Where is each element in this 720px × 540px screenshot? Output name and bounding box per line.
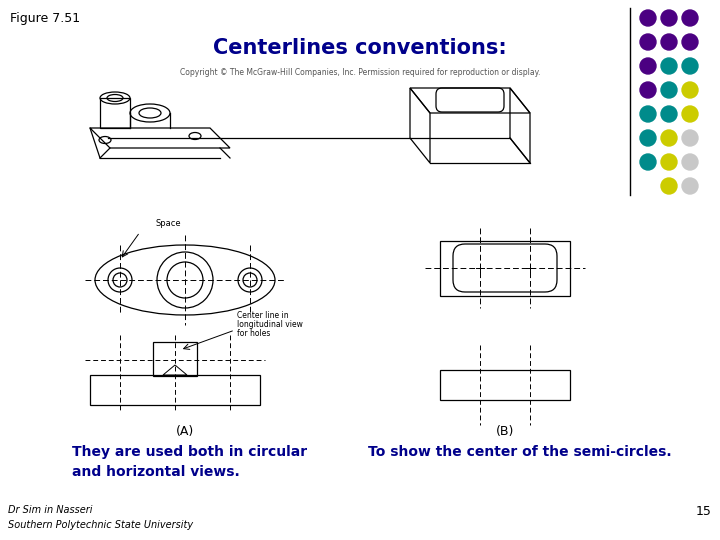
Bar [153,342,197,376]
Circle shape [661,178,677,194]
Text: for holes: for holes [237,329,271,338]
Text: Copyright © The McGraw-Hill Companies, Inc. Permission required for reproduction: Copyright © The McGraw-Hill Companies, I… [180,68,540,77]
Circle shape [640,154,656,170]
Text: Figure 7.51: Figure 7.51 [10,12,80,25]
Circle shape [640,10,656,26]
Circle shape [661,82,677,98]
Bar [440,241,570,296]
Text: Centerlines conventions:: Centerlines conventions: [213,38,507,58]
Circle shape [661,106,677,122]
Circle shape [661,34,677,50]
Circle shape [661,10,677,26]
Circle shape [682,10,698,26]
Circle shape [682,34,698,50]
Circle shape [640,58,656,74]
Circle shape [682,178,698,194]
Circle shape [682,130,698,146]
Circle shape [661,130,677,146]
Bar [440,370,570,400]
Circle shape [640,106,656,122]
Text: They are used both in circular
and horizontal views.: They are used both in circular and horiz… [72,445,307,478]
Circle shape [682,82,698,98]
Text: Center line in: Center line in [237,311,289,320]
Text: (A): (A) [176,425,194,438]
Bar [90,375,260,405]
Text: 15: 15 [696,505,712,518]
Circle shape [682,154,698,170]
Circle shape [682,58,698,74]
Circle shape [661,58,677,74]
Circle shape [640,34,656,50]
Text: Space: Space [155,219,181,228]
Text: longitudinal view: longitudinal view [237,320,303,329]
Text: Dr Sim in Nasseri
Southern Polytechnic State University: Dr Sim in Nasseri Southern Polytechnic S… [8,505,193,530]
Circle shape [661,154,677,170]
Circle shape [640,82,656,98]
Text: To show the center of the semi-circles.: To show the center of the semi-circles. [368,445,672,459]
Circle shape [682,106,698,122]
Circle shape [640,130,656,146]
Text: (B): (B) [496,425,514,438]
